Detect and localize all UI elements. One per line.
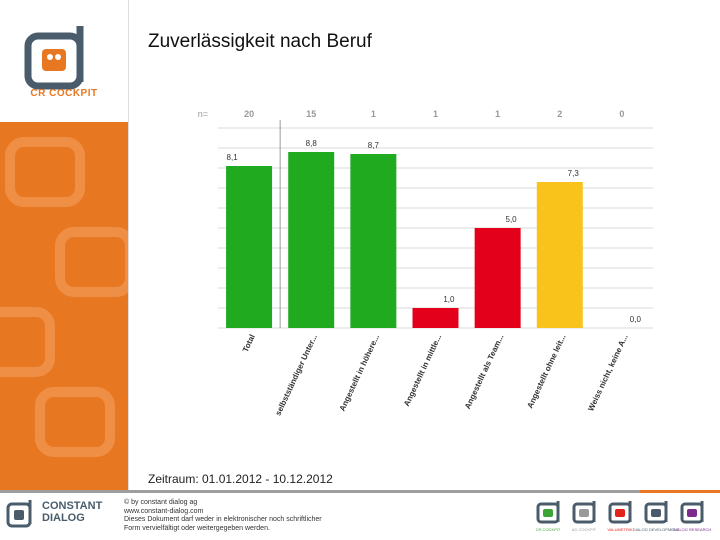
logo-text: CR COCKPIT (30, 88, 98, 99)
copyright-line: Dieses Dokument darf weder in elektronis… (124, 516, 322, 523)
copyright-line: Form vervielfältigt oder weitergegeben w… (124, 524, 270, 532)
cr-cockpit-logo (24, 22, 100, 98)
bar (474, 228, 521, 328)
category-label: Angestellt ohne leit... (525, 333, 567, 410)
n-value: 0 (619, 109, 624, 119)
n-value: 1 (371, 109, 376, 119)
category-label: selbstständiger Unter... (273, 333, 319, 417)
bar (288, 152, 335, 328)
data-label: 8,1 (227, 153, 239, 162)
n-value: 1 (495, 109, 500, 119)
n-value: 2 (557, 109, 562, 119)
product-logo-label: CR COCKPIT (536, 527, 561, 532)
bar (536, 182, 583, 328)
page-title: Zuverlässigkeit nach Beruf (148, 31, 372, 52)
category-label: Angestellt als Team... (463, 333, 505, 410)
footer-rule-accent (640, 490, 720, 493)
bar (226, 166, 273, 328)
data-label: 8,8 (306, 139, 318, 148)
product-logo-label: DIALOG RESEARCH (673, 527, 712, 532)
footer: CONSTANT DIALOG © by constant dialog ag … (0, 490, 720, 540)
product-logo-label: AD COCKPIT (572, 527, 597, 532)
n-label: n= (198, 109, 208, 119)
product-logo-icon: AD COCKPIT (572, 501, 597, 532)
n-value: 15 (306, 109, 316, 119)
n-value: 1 (433, 109, 438, 119)
sidebar-pattern (0, 137, 128, 457)
n-value: 20 (244, 109, 254, 119)
sidebar-brand-panel: CR COCKPIT (0, 0, 128, 490)
product-logo-icon: DIALOG RESEARCH (673, 501, 712, 532)
product-icons: CR COCKPIT AD COCKPIT VALUMETRIK DIALOG DEV… (536, 501, 712, 532)
data-label: 5,0 (506, 215, 518, 224)
data-label: 0,0 (630, 315, 642, 324)
category-label: Angestellt in mittle... (402, 333, 443, 408)
copyright-line: © by constant dialog ag (124, 499, 198, 506)
sidebar-divider (128, 0, 129, 490)
product-logo-icon: DIALOG DEVELOPMENT (633, 501, 680, 532)
category-label: Angestellt in höhere... (338, 333, 381, 413)
category-label: Weiss nicht, keine A... (586, 333, 629, 413)
product-logo-icon: VALUMETRIK (607, 501, 633, 532)
footer-brand-line2: DIALOG (42, 512, 85, 524)
bar (412, 308, 459, 328)
bar (350, 154, 397, 328)
period-label: Zeitraum: 01.01.2012 - 10.12.2012 (148, 472, 333, 486)
copyright-line: www.constant-dialog.com (124, 507, 204, 515)
copyright-notice: © by constant dialog ag www.constant-dia… (124, 499, 322, 533)
footer-brand: CONSTANT DIALOG (42, 500, 102, 524)
product-logo-label: VALUMETRIK (607, 527, 633, 532)
footer-rule (0, 490, 720, 493)
data-label: 8,7 (368, 141, 380, 150)
product-logo-label: DIALOG DEVELOPMENT (633, 527, 680, 532)
sidebar-orange-band (0, 122, 128, 490)
footer-brand-line1: CONSTANT (42, 500, 103, 512)
data-label: 7,3 (568, 169, 580, 178)
constant-dialog-logo-icon (6, 500, 32, 528)
product-logo-icon: CR COCKPIT (536, 501, 561, 532)
data-label: 1,0 (443, 295, 455, 304)
category-label: Total (241, 333, 257, 354)
